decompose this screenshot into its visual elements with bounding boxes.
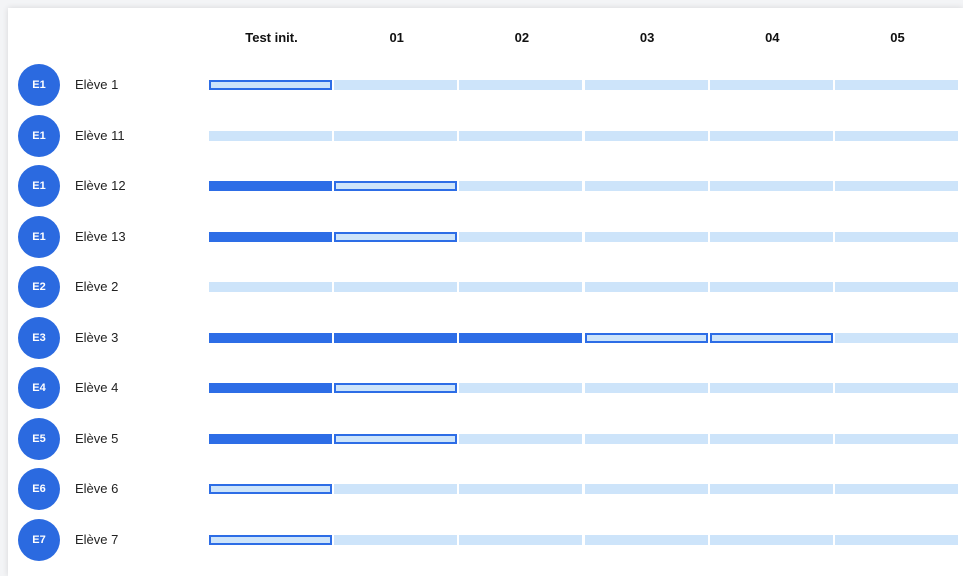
progress-cell bbox=[209, 282, 332, 292]
progress-cell bbox=[709, 534, 833, 545]
student-name: Elève 12 bbox=[75, 178, 126, 193]
progress-cell bbox=[709, 484, 833, 494]
progress-cell bbox=[584, 181, 708, 191]
progress-cell bbox=[835, 534, 958, 545]
student-name: Elève 4 bbox=[75, 380, 119, 395]
progress-cell bbox=[835, 130, 958, 141]
progress-cell bbox=[709, 383, 833, 393]
progress-cell bbox=[709, 181, 833, 191]
progress-cell bbox=[209, 181, 332, 191]
avatar: E4 bbox=[18, 367, 60, 409]
progress-cell bbox=[835, 231, 958, 242]
progress-cell bbox=[584, 433, 708, 444]
column-header: Test init. bbox=[245, 30, 298, 45]
avatar: E6 bbox=[18, 468, 60, 510]
column-header: 02 bbox=[514, 30, 530, 45]
progress-cell bbox=[334, 181, 458, 191]
avatar: E1 bbox=[18, 114, 60, 157]
student-name: Elève 13 bbox=[75, 228, 126, 244]
progress-cell bbox=[584, 534, 708, 545]
progress-cell bbox=[709, 282, 833, 292]
progress-cell bbox=[584, 231, 708, 242]
avatar: E2 bbox=[18, 266, 60, 308]
progress-cell bbox=[459, 534, 583, 545]
progress-cell bbox=[209, 383, 332, 393]
progress-cell bbox=[584, 130, 708, 141]
student-name: Elève 5 bbox=[75, 430, 119, 446]
progress-cell bbox=[459, 231, 583, 242]
progress-cell bbox=[209, 534, 332, 545]
column-header: 04 bbox=[765, 30, 780, 45]
student-name: Elève 6 bbox=[75, 481, 119, 496]
progress-cell bbox=[459, 383, 583, 393]
progress-cell bbox=[584, 282, 708, 292]
avatar: E5 bbox=[18, 417, 60, 460]
progress-cell bbox=[709, 130, 833, 141]
progress-cell bbox=[459, 130, 583, 141]
progress-cell bbox=[334, 383, 458, 393]
progress-cell bbox=[835, 282, 958, 292]
column-header: 01 bbox=[389, 30, 404, 45]
progress-cell bbox=[835, 484, 958, 494]
progress-cell bbox=[334, 231, 458, 242]
progress-cell bbox=[584, 383, 708, 393]
progress-cell bbox=[334, 332, 458, 343]
progress-cell bbox=[334, 130, 458, 141]
progress-cell bbox=[709, 332, 833, 343]
avatar: E1 bbox=[18, 215, 60, 258]
progress-cell bbox=[459, 282, 583, 292]
avatar: E1 bbox=[18, 64, 60, 106]
progress-cell bbox=[334, 484, 458, 494]
progress-cell bbox=[835, 383, 958, 393]
progress-cell bbox=[835, 181, 958, 191]
progress-cell bbox=[209, 332, 332, 343]
progress-cell bbox=[709, 231, 833, 242]
student-name: Elève 2 bbox=[75, 279, 119, 294]
progress-cell bbox=[835, 433, 958, 444]
progress-cell bbox=[459, 332, 583, 343]
progress-cell bbox=[584, 484, 708, 494]
progress-cell bbox=[709, 433, 833, 444]
progress-cell bbox=[709, 80, 833, 90]
progress-card: Test init. 01 02 03 04 05 E1 Elève 1 E1 Elève 11 E… bbox=[8, 8, 963, 576]
column-header: 05 bbox=[890, 30, 905, 45]
avatar: E1 bbox=[18, 165, 60, 207]
progress-cell bbox=[209, 130, 332, 141]
progress-cell bbox=[209, 80, 332, 90]
progress-cell bbox=[835, 80, 958, 90]
progress-cell bbox=[584, 332, 708, 343]
avatar: E3 bbox=[18, 316, 60, 359]
avatar: E7 bbox=[18, 518, 60, 561]
progress-cell bbox=[334, 80, 458, 90]
column-header: 03 bbox=[639, 30, 655, 45]
student-name: Elève 1 bbox=[75, 77, 119, 92]
student-name: Elève 3 bbox=[75, 329, 119, 345]
progress-cell bbox=[459, 181, 583, 191]
progress-cell bbox=[459, 433, 583, 444]
progress-cell bbox=[835, 332, 958, 343]
progress-cell bbox=[209, 484, 332, 494]
progress-cell bbox=[459, 484, 583, 494]
progress-cell bbox=[209, 231, 332, 242]
progress-cell bbox=[334, 534, 458, 545]
progress-cell bbox=[209, 433, 332, 444]
progress-cell bbox=[334, 433, 458, 444]
student-name: Elève 11 bbox=[75, 127, 125, 143]
progress-cell bbox=[459, 80, 583, 90]
student-name: Elève 7 bbox=[75, 531, 119, 547]
progress-cell bbox=[334, 282, 458, 292]
progress-cell bbox=[584, 80, 708, 90]
